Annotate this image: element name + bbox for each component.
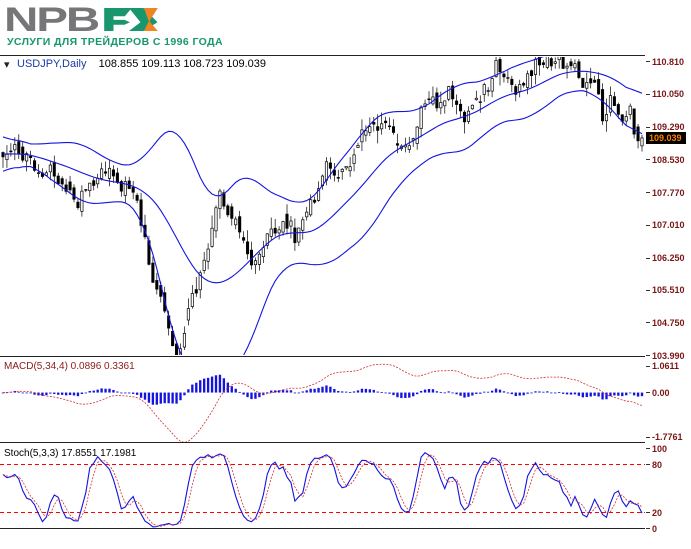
svg-text:NPB: NPB: [4, 1, 98, 39]
